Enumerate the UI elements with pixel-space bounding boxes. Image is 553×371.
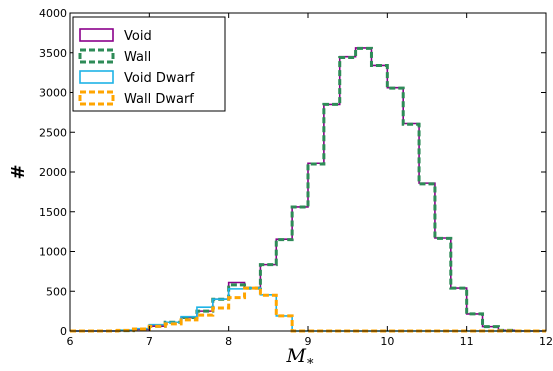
axis-ticks: 6 7 8 9 10 11 12 0 500 1000 1500 2000 2500 3000 3500 40…	[39, 7, 553, 348]
legend-label-wall-dwarf: Wall Dwarf	[124, 92, 194, 107]
y-axis-title: #	[8, 164, 29, 179]
legend-swatch-wall-dwarf	[78, 90, 115, 106]
y-tick-label: 1000	[39, 246, 67, 259]
x-tick-label: 6	[67, 335, 74, 348]
series-line-wall-dwarf	[70, 286, 546, 333]
legend-label-wall: Wall	[124, 50, 151, 65]
x-tick-label: 9	[305, 335, 312, 348]
x-tick-label: 12	[539, 335, 553, 348]
y-tick-label: 3500	[39, 47, 67, 60]
x-tick-label: 7	[146, 335, 153, 348]
legend-label-void: Void	[124, 29, 152, 44]
y-tick-label: 2500	[39, 126, 67, 139]
x-axis-title: M *	[286, 345, 314, 371]
y-tick-label: 1500	[39, 206, 67, 219]
x-axis-label-main: M	[286, 345, 307, 367]
legend-box	[72, 16, 226, 112]
series-line-void-dwarf	[70, 287, 546, 332]
y-tick-label: 0	[60, 325, 67, 338]
x-tick-label: 11	[460, 335, 474, 348]
y-tick-label: 2000	[39, 166, 67, 179]
x-axis-label-subscript: *	[307, 357, 314, 371]
y-tick-label: 500	[46, 285, 67, 298]
y-axis-label: #	[8, 164, 29, 179]
x-tick-label: 8	[225, 335, 232, 348]
y-tick-label: 3000	[39, 87, 67, 100]
x-axis-label: M	[286, 345, 307, 367]
legend-label-void-dwarf: Void Dwarf	[124, 71, 195, 86]
legend-swatch-wall	[78, 48, 115, 64]
legend-swatch-void-dwarf	[79, 70, 114, 84]
legend-swatch-void	[79, 28, 114, 42]
y-tick-label: 4000	[39, 7, 67, 20]
x-tick-label: 10	[380, 335, 394, 348]
legend: Void Wall Void Dwarf Wall Dwarf	[72, 16, 226, 112]
